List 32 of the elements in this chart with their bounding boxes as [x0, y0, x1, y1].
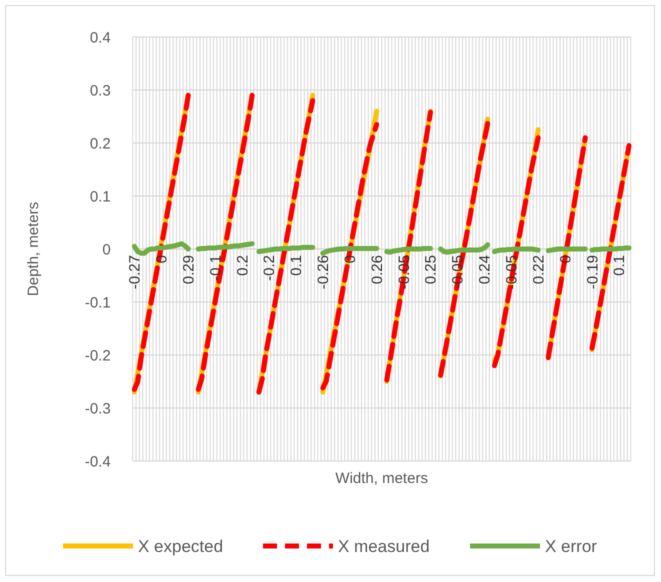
- x-tick-label: 0.1: [288, 255, 306, 276]
- x-tick-label: 0.29: [180, 255, 198, 284]
- x-tick-label: 0.2: [234, 255, 252, 276]
- y-tick-label: 0.1: [90, 188, 111, 206]
- x-tick-label: 0.25: [422, 255, 440, 284]
- y-tick-label: 0.4: [90, 29, 111, 46]
- legend-label: X error: [545, 536, 598, 556]
- x-tick-label: -0.05: [503, 255, 520, 290]
- x-axis-title: Width, meters: [335, 470, 428, 487]
- y-tick-label: 0.2: [90, 135, 111, 152]
- x-tick-label: 0.26: [368, 255, 386, 284]
- x-tick-label: -0.27: [126, 255, 144, 290]
- x-tick-label: 0.24: [476, 255, 494, 284]
- x-tick-label: 0.1: [611, 255, 628, 276]
- x-tick-label: 0: [154, 255, 171, 264]
- x-tick-label: -0.26: [315, 255, 332, 290]
- y-tick-label: 0.3: [90, 82, 111, 100]
- x-tick-label: 0: [342, 255, 359, 264]
- x-tick-label: -0.05: [396, 255, 413, 290]
- y-axis-title: Depth, meters: [25, 202, 42, 296]
- y-tick-label: -0.3: [84, 400, 111, 418]
- legend-label: X expected: [138, 536, 224, 556]
- y-tick-label: -0.4: [84, 453, 111, 470]
- y-tick-label: -0.1: [84, 294, 111, 312]
- x-tick-label: -0.1: [207, 255, 224, 281]
- x-tick-label: -0.2: [261, 255, 278, 281]
- legend-label: X measured: [338, 536, 430, 556]
- x-tick-label: -0.05: [450, 255, 467, 290]
- x-tick-label: 0.22: [530, 255, 548, 284]
- y-tick-label: -0.2: [84, 347, 111, 364]
- x-tick-label: 0: [557, 255, 574, 264]
- x-tick-label: -0.19: [584, 255, 602, 290]
